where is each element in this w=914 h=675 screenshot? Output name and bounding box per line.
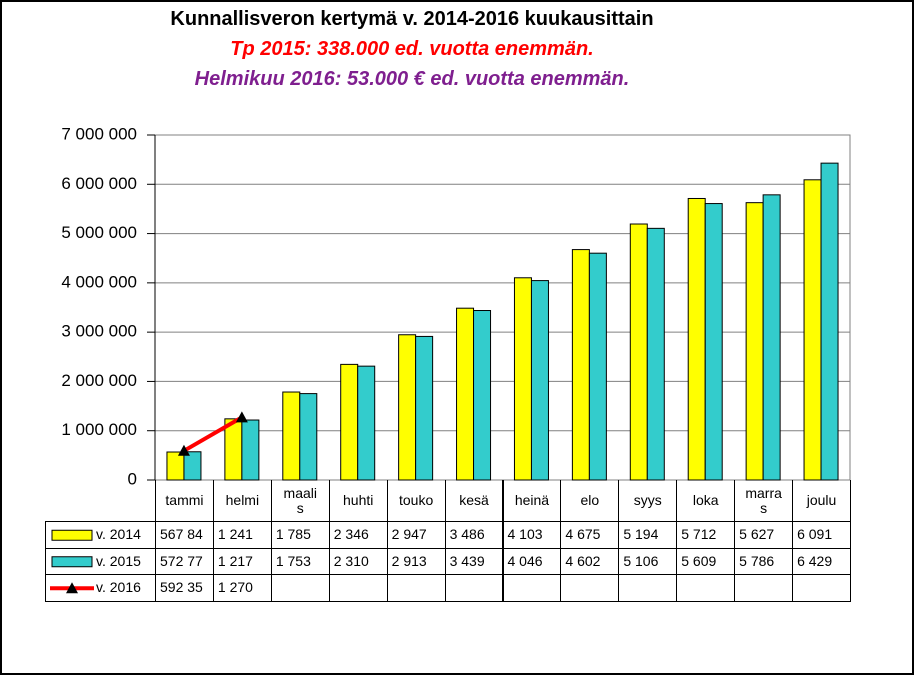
table-cell — [734, 574, 794, 602]
bar — [687, 197, 706, 481]
table-cell: 5 786 — [734, 547, 794, 575]
bar — [803, 179, 822, 481]
table-cell: 3 486 — [444, 521, 504, 549]
y-tick-label: 2 000 000 — [61, 371, 137, 390]
bar — [456, 307, 475, 481]
table-cell: 1 241 — [212, 521, 272, 549]
table-cell: 3 439 — [444, 547, 504, 575]
bar — [282, 391, 301, 481]
bar — [340, 363, 359, 481]
y-tick-label: 6 000 000 — [61, 174, 137, 193]
table-cell — [676, 574, 736, 602]
bar — [398, 334, 417, 481]
table-cell — [560, 574, 620, 602]
bar — [745, 202, 764, 481]
bar — [820, 162, 839, 481]
table-cell — [328, 574, 388, 602]
y-tick-label: 3 000 000 — [61, 322, 137, 341]
bar — [357, 365, 376, 481]
table-cell — [444, 574, 504, 602]
table-cell: 4 103 — [502, 521, 562, 549]
bar — [588, 252, 607, 481]
x-tick-label: marras — [734, 480, 794, 522]
y-tick-label: 4 000 000 — [61, 272, 137, 291]
table-cell: 2 346 — [328, 521, 388, 549]
table-cell: 5 106 — [618, 547, 678, 575]
legend-entry: v. 2016 — [45, 574, 156, 602]
y-tick-label: 5 000 000 — [61, 223, 137, 242]
x-tick-label: tammi — [155, 480, 214, 522]
bar — [629, 223, 648, 481]
chart-subtitle: Tp 2015: 338.000 ed. vuotta enemmän. — [230, 38, 594, 60]
table-cell: 5 627 — [734, 521, 794, 549]
table-cell: 5 194 — [618, 521, 678, 549]
y-tick-label: 7 000 000 — [61, 124, 137, 143]
x-tick-label: heinä — [502, 480, 562, 522]
table-cell: 4 602 — [560, 547, 620, 575]
table-cell: 592 35 — [155, 574, 214, 602]
table-cell: 5 712 — [676, 521, 736, 549]
chart-subtitle: Helmikuu 2016: 53.000 € ed. vuotta enemm… — [194, 68, 630, 90]
table-cell: 572 77 — [155, 547, 214, 575]
table-cell: 2 913 — [386, 547, 446, 575]
table-cell: 6 091 — [792, 521, 851, 549]
y-tick-label: 0 — [128, 469, 137, 488]
table-cell — [502, 574, 562, 602]
table-cell — [386, 574, 446, 602]
table-cell: 567 84 — [155, 521, 214, 549]
marker — [177, 444, 190, 456]
table-cell: 4 046 — [502, 547, 562, 575]
legend-key — [51, 529, 93, 541]
legend-entry: v. 2015 — [45, 547, 156, 575]
x-tick-label: loka — [676, 480, 736, 522]
marker — [235, 411, 248, 423]
table-cell: 2 947 — [386, 521, 446, 549]
table-cell: 1 270 — [212, 574, 272, 602]
x-tick-label: helmi — [212, 480, 272, 522]
legend-key — [51, 556, 93, 568]
x-tick-label: elo — [560, 480, 620, 522]
x-tick-label: joulu — [792, 480, 851, 522]
legend-entry: v. 2014 — [45, 521, 156, 549]
x-tick-label: kesä — [444, 480, 504, 522]
bar — [415, 335, 434, 481]
table-cell: 6 429 — [792, 547, 851, 575]
bar — [241, 419, 260, 481]
bar — [646, 227, 665, 481]
bar — [166, 451, 185, 481]
table-cell: 5 609 — [676, 547, 736, 575]
bar — [513, 277, 532, 481]
x-tick-label: huhti — [328, 480, 388, 522]
bar — [530, 280, 549, 481]
bar — [762, 194, 781, 481]
table-cell: 4 675 — [560, 521, 620, 549]
chart-title: Kunnallisveron kertymä v. 2014-2016 kuuk… — [170, 8, 654, 30]
table-cell: 1 217 — [212, 547, 272, 575]
x-tick-label: touko — [386, 480, 446, 522]
x-tick-label: maalis — [270, 480, 330, 522]
line — [182, 415, 243, 453]
bar — [704, 203, 723, 481]
x-tick-label: syys — [618, 480, 678, 522]
table-cell — [792, 574, 851, 602]
bar — [473, 310, 492, 481]
table-cell: 1 785 — [270, 521, 330, 549]
table-cell — [618, 574, 678, 602]
bar — [571, 249, 590, 481]
legend-key — [66, 582, 78, 594]
y-tick-label: 1 000 000 — [61, 420, 137, 439]
table-cell: 1 753 — [270, 547, 330, 575]
bar — [183, 451, 202, 481]
bar — [299, 393, 318, 481]
table-cell — [270, 574, 330, 602]
table-cell: 2 310 — [328, 547, 388, 575]
